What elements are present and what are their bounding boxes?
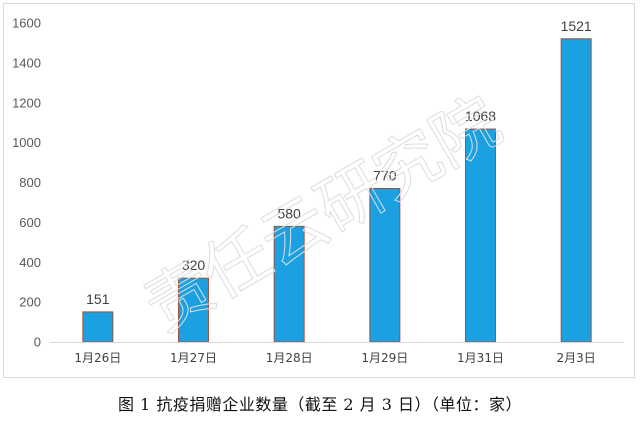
watermark: 责任云研究院 xyxy=(132,82,513,347)
y-tick-label: 200 xyxy=(19,295,41,310)
bar xyxy=(82,311,114,343)
x-tick-label: 1月28日 xyxy=(266,351,313,365)
x-tick-label: 1月31日 xyxy=(457,351,504,365)
y-tick-label: 1400 xyxy=(12,55,41,70)
bar xyxy=(369,187,401,343)
x-tick-label: 1月29日 xyxy=(361,351,408,365)
bar-value-label: 1068 xyxy=(465,108,496,124)
bar-value-label: 320 xyxy=(182,257,206,273)
y-axis: 0 200 400 600 800 1000 1200 1400 1600 xyxy=(12,16,41,350)
y-tick-label: 800 xyxy=(19,175,41,190)
y-tick-label: 1200 xyxy=(12,95,41,110)
x-axis: 1月26日 1月27日 1月28日 1月29日 1月31日 2月3日 xyxy=(50,342,624,365)
bars: 151 320 580 770 1068 1521 xyxy=(82,18,592,343)
bar-value-label: 151 xyxy=(86,291,110,307)
y-tick-label: 400 xyxy=(19,255,41,270)
bar xyxy=(465,128,496,343)
figure-caption: 图 1 抗疫捐赠企业数量（截至 2 月 3 日）（单位：家） xyxy=(117,395,523,414)
y-tick-label: 0 xyxy=(34,335,41,350)
y-tick-label: 1000 xyxy=(12,135,41,150)
x-tick-label: 2月3日 xyxy=(557,351,596,365)
chart-frame: 0 200 400 600 800 1000 1200 1400 1600 151 320 580 7… xyxy=(3,3,635,378)
bar-value-label: 770 xyxy=(373,167,397,183)
bar-value-label: 1521 xyxy=(561,18,592,34)
bar xyxy=(560,38,592,343)
x-tick-label: 1月26日 xyxy=(74,351,121,365)
bar xyxy=(273,225,305,343)
y-tick-label: 1600 xyxy=(12,16,41,31)
bar-chart: 0 200 400 600 800 1000 1200 1400 1600 151 320 580 7… xyxy=(12,16,624,365)
x-tick-label: 1月27日 xyxy=(170,351,217,365)
bar-value-label: 580 xyxy=(277,205,301,221)
y-tick-label: 600 xyxy=(19,215,41,230)
